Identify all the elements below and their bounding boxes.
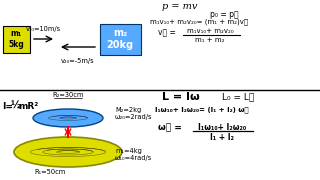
Text: v⁦ =: v⁦ = xyxy=(158,28,176,37)
Text: L₀ = L⁦: L₀ = L⁦ xyxy=(222,92,254,101)
Text: p₀ = p⁦: p₀ = p⁦ xyxy=(210,10,239,19)
Text: m₂
20kg: m₂ 20kg xyxy=(107,28,133,50)
Text: M₂=2kg: M₂=2kg xyxy=(115,107,141,113)
Text: v₂₀=-5m/s: v₂₀=-5m/s xyxy=(61,58,95,64)
Text: ω⁦ =: ω⁦ = xyxy=(158,123,182,132)
Ellipse shape xyxy=(14,137,122,167)
Text: R₂=30cm: R₂=30cm xyxy=(52,92,84,98)
Text: m₁v₁₀+ m₂v₂₀= (m₁ + m₂)v⁦: m₁v₁₀+ m₂v₂₀= (m₁ + m₂)v⁦ xyxy=(150,18,248,25)
Text: L = Iω: L = Iω xyxy=(162,92,200,102)
Text: m₁=4kg: m₁=4kg xyxy=(115,148,142,154)
Text: I₁ω₁₀+ I₂ω₂₀= (I₁ + I₂) ω⁦: I₁ω₁₀+ I₂ω₂₀= (I₁ + I₂) ω⁦ xyxy=(155,106,249,113)
Ellipse shape xyxy=(33,109,103,127)
Text: I₁ω₁₀+ I₂ω₂₀: I₁ω₁₀+ I₂ω₂₀ xyxy=(198,123,246,132)
Text: I₁ + I₂: I₁ + I₂ xyxy=(210,133,234,142)
Text: ω₂₀=2rad/s: ω₂₀=2rad/s xyxy=(115,114,153,120)
Text: m₁ + m₂: m₁ + m₂ xyxy=(195,37,225,43)
Text: ω₁₀=4rad/s: ω₁₀=4rad/s xyxy=(115,155,152,161)
Text: I=: I= xyxy=(2,102,13,111)
Text: R₁=50cm: R₁=50cm xyxy=(34,169,66,175)
Text: mR²: mR² xyxy=(18,102,38,111)
FancyBboxPatch shape xyxy=(100,24,140,55)
Text: p = mv: p = mv xyxy=(162,2,197,11)
FancyBboxPatch shape xyxy=(3,26,29,53)
Text: m₁v₁₀+ m₂v₂₀: m₁v₁₀+ m₂v₂₀ xyxy=(187,28,233,34)
Text: v₁₀=10m/s: v₁₀=10m/s xyxy=(25,26,60,32)
Text: ½: ½ xyxy=(11,101,21,111)
Text: m₁
5kg: m₁ 5kg xyxy=(8,29,24,49)
